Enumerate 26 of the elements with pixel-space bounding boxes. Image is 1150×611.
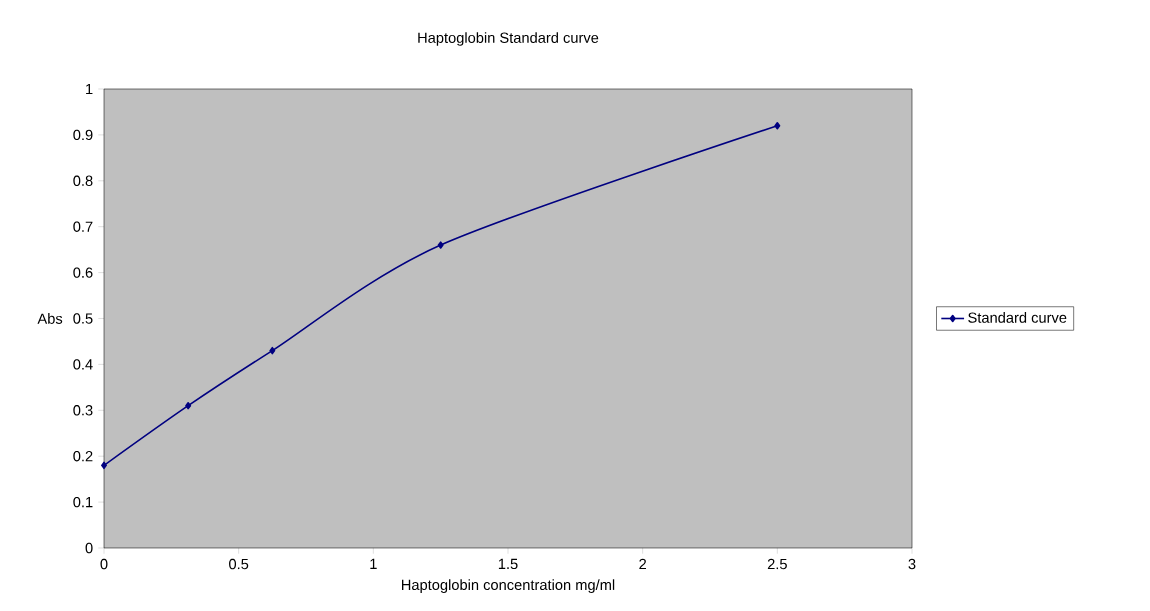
x-tick-label: 1.5 — [498, 558, 518, 570]
legend-label: Standard curve — [968, 312, 1067, 323]
x-tick-label: 0.5 — [229, 558, 249, 570]
y-tick-label: 0.7 — [73, 221, 93, 232]
x-axis-title: Haptoglobin concentration mg/ml — [402, 579, 615, 593]
y-tick-label: 1 — [86, 83, 93, 95]
y-tick-label: 0.9 — [73, 129, 93, 141]
chart-title: Haptoglobin Standard curve — [418, 32, 599, 46]
y-tick-label: 0.3 — [73, 405, 93, 416]
point — [774, 121, 781, 130]
x-tick-label: 2 — [639, 558, 647, 570]
y-tick-label: 0.2 — [73, 451, 93, 462]
y-axis-title: Abs — [37, 313, 63, 324]
point — [437, 241, 444, 249]
y-tick-label: 0.5 — [73, 313, 93, 324]
y-tick-label: 0.6 — [73, 267, 93, 278]
y-tick-label: 0.8 — [73, 175, 93, 186]
y-tick-label: 0 — [85, 542, 93, 554]
y-tick-label: 0.1 — [73, 496, 93, 508]
x-tick-label: 3 — [908, 558, 916, 570]
x-tick-label: 2.5 — [767, 558, 787, 570]
y-tick-label: 0.4 — [73, 359, 93, 370]
x-tick-label: 1 — [370, 558, 377, 569]
point — [269, 346, 276, 355]
point — [185, 401, 192, 410]
x-tick-label: 0 — [100, 558, 108, 570]
